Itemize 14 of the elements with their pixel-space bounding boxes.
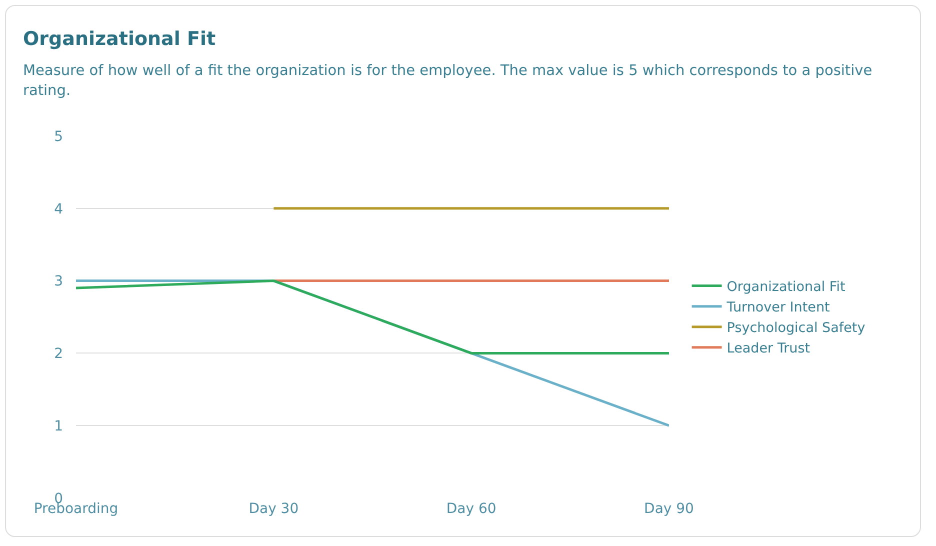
y-tick-label: 1 xyxy=(54,418,63,434)
chart-title: Organizational Fit xyxy=(23,28,216,50)
legend-label: Organizational Fit xyxy=(726,279,846,296)
y-tick-label: 5 xyxy=(54,128,63,145)
x-tick-label: Day 60 xyxy=(446,501,496,517)
y-tick-label: 2 xyxy=(54,346,63,362)
x-tick-label: Day 30 xyxy=(248,501,299,517)
legend-label: Psychological Safety xyxy=(726,320,866,336)
x-tick-label: Day 90 xyxy=(644,501,694,517)
chart-subtitle: Measure of how well of a fit the organization is for the employee. The max value is 5 which corresponds to a positive rating. xyxy=(23,62,874,101)
y-tick-label: 3 xyxy=(54,274,63,290)
legend-label: Turnover Intent xyxy=(726,300,830,316)
legend-label: Leader Trust xyxy=(726,340,810,357)
y-tick-label: 4 xyxy=(54,201,64,218)
